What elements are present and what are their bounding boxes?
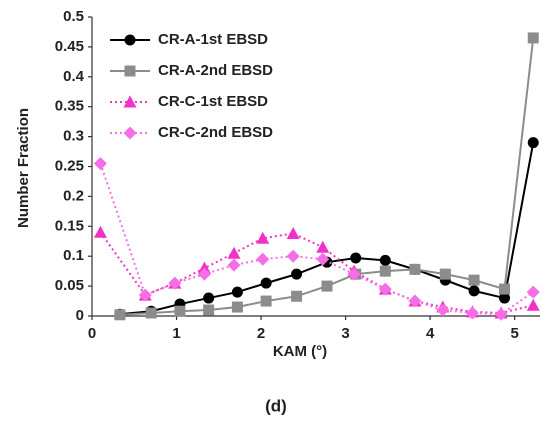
point (526, 285, 540, 299)
point (291, 268, 303, 280)
point (498, 283, 510, 295)
y-tick-label: 0.5 (63, 8, 84, 25)
point (436, 303, 450, 317)
point (168, 276, 182, 290)
y-tick-label: 0.35 (55, 98, 84, 115)
point (468, 285, 480, 297)
x-tick-label: 2 (257, 325, 265, 342)
legend-marker (123, 95, 137, 108)
point (527, 32, 539, 44)
x-tick-label: 0 (88, 325, 96, 342)
legend-marker (123, 126, 137, 140)
point (379, 254, 391, 266)
point (231, 286, 243, 298)
point (316, 240, 330, 253)
y-tick-label: 0.15 (55, 217, 84, 234)
x-axis-label: KAM (°) (273, 343, 327, 360)
point (439, 268, 451, 280)
point (347, 267, 361, 281)
y-tick-label: 0.25 (55, 157, 84, 174)
point (465, 306, 479, 320)
y-tick-label: 0 (76, 307, 84, 324)
point (409, 263, 421, 275)
point (114, 309, 126, 321)
point (93, 157, 107, 171)
point (260, 295, 272, 307)
point (408, 294, 422, 308)
point (468, 274, 480, 286)
point (231, 301, 243, 313)
point (350, 252, 362, 264)
point (227, 258, 241, 272)
point (526, 298, 540, 311)
point (197, 267, 211, 281)
series-line (119, 37, 535, 316)
point (145, 307, 157, 319)
legend-label: CR-A-2nd EBSD (158, 62, 273, 79)
legend-label: CR-C-2nd EBSD (158, 124, 273, 141)
caption: (d) (265, 396, 287, 415)
y-axis-label: Number Fraction (15, 108, 32, 228)
point (291, 290, 303, 302)
x-tick-label: 3 (341, 325, 349, 342)
x-tick-label: 5 (510, 325, 518, 342)
point (93, 225, 107, 238)
point (203, 292, 215, 304)
y-tick-label: 0.1 (63, 247, 84, 264)
point (527, 137, 539, 149)
x-tick-label: 4 (426, 325, 435, 342)
y-tick-label: 0.45 (55, 38, 84, 55)
point (316, 252, 330, 266)
point (378, 282, 392, 296)
point (227, 246, 241, 259)
point (321, 280, 333, 292)
point (256, 231, 270, 244)
y-tick-label: 0.05 (55, 277, 84, 294)
point (174, 305, 186, 317)
x-tick-label: 1 (172, 325, 180, 342)
legend-marker (124, 34, 136, 46)
legend-marker (124, 65, 136, 77)
point (203, 304, 215, 316)
point (260, 277, 272, 289)
y-tick-label: 0.4 (63, 68, 85, 85)
series-line (99, 231, 534, 315)
point (494, 307, 508, 321)
y-tick-label: 0.2 (63, 187, 84, 204)
y-tick-label: 0.3 (63, 128, 84, 145)
point (256, 252, 270, 266)
point (286, 226, 300, 239)
point (379, 265, 391, 277)
series-line (99, 163, 534, 316)
point (286, 249, 300, 263)
point (138, 288, 152, 302)
point (498, 292, 510, 304)
legend-label: CR-A-1st EBSD (158, 31, 268, 48)
legend-label: CR-C-1st EBSD (158, 93, 268, 110)
